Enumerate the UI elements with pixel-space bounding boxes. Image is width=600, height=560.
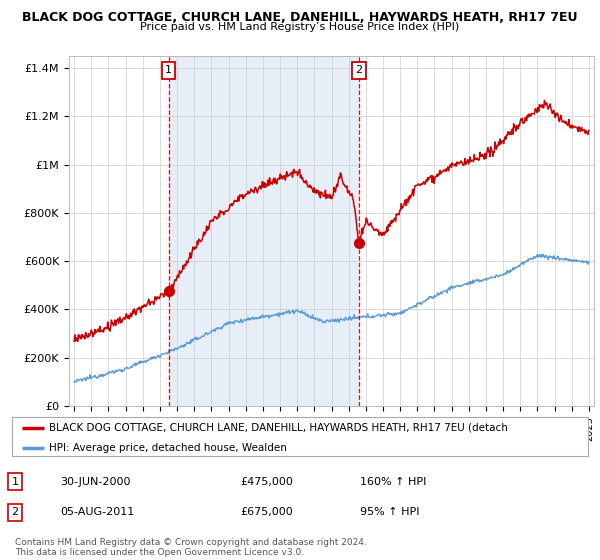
- Text: Price paid vs. HM Land Registry’s House Price Index (HPI): Price paid vs. HM Land Registry’s House …: [140, 22, 460, 32]
- Text: HPI: Average price, detached house, Wealden: HPI: Average price, detached house, Weal…: [49, 443, 287, 453]
- Text: 2: 2: [11, 507, 19, 517]
- Text: 2: 2: [355, 66, 362, 76]
- Text: 30-JUN-2000: 30-JUN-2000: [60, 477, 131, 487]
- Text: 95% ↑ HPI: 95% ↑ HPI: [360, 507, 419, 517]
- Bar: [169, 56, 359, 406]
- Text: 05-AUG-2011: 05-AUG-2011: [60, 507, 134, 517]
- Text: Contains HM Land Registry data © Crown copyright and database right 2024.
This d: Contains HM Land Registry data © Crown c…: [15, 538, 367, 557]
- Text: 1: 1: [165, 66, 172, 76]
- Text: £475,000: £475,000: [240, 477, 293, 487]
- Text: £675,000: £675,000: [240, 507, 293, 517]
- Text: BLACK DOG COTTAGE, CHURCH LANE, DANEHILL, HAYWARDS HEATH, RH17 7EU: BLACK DOG COTTAGE, CHURCH LANE, DANEHILL…: [22, 11, 578, 24]
- Text: 160% ↑ HPI: 160% ↑ HPI: [360, 477, 427, 487]
- Text: BLACK DOG COTTAGE, CHURCH LANE, DANEHILL, HAYWARDS HEATH, RH17 7EU (detach: BLACK DOG COTTAGE, CHURCH LANE, DANEHILL…: [49, 423, 508, 433]
- Text: 1: 1: [11, 477, 19, 487]
